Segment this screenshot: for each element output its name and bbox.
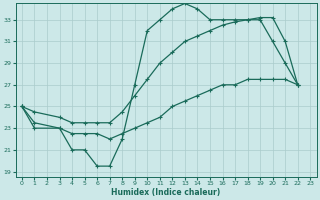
X-axis label: Humidex (Indice chaleur): Humidex (Indice chaleur) — [111, 188, 221, 197]
